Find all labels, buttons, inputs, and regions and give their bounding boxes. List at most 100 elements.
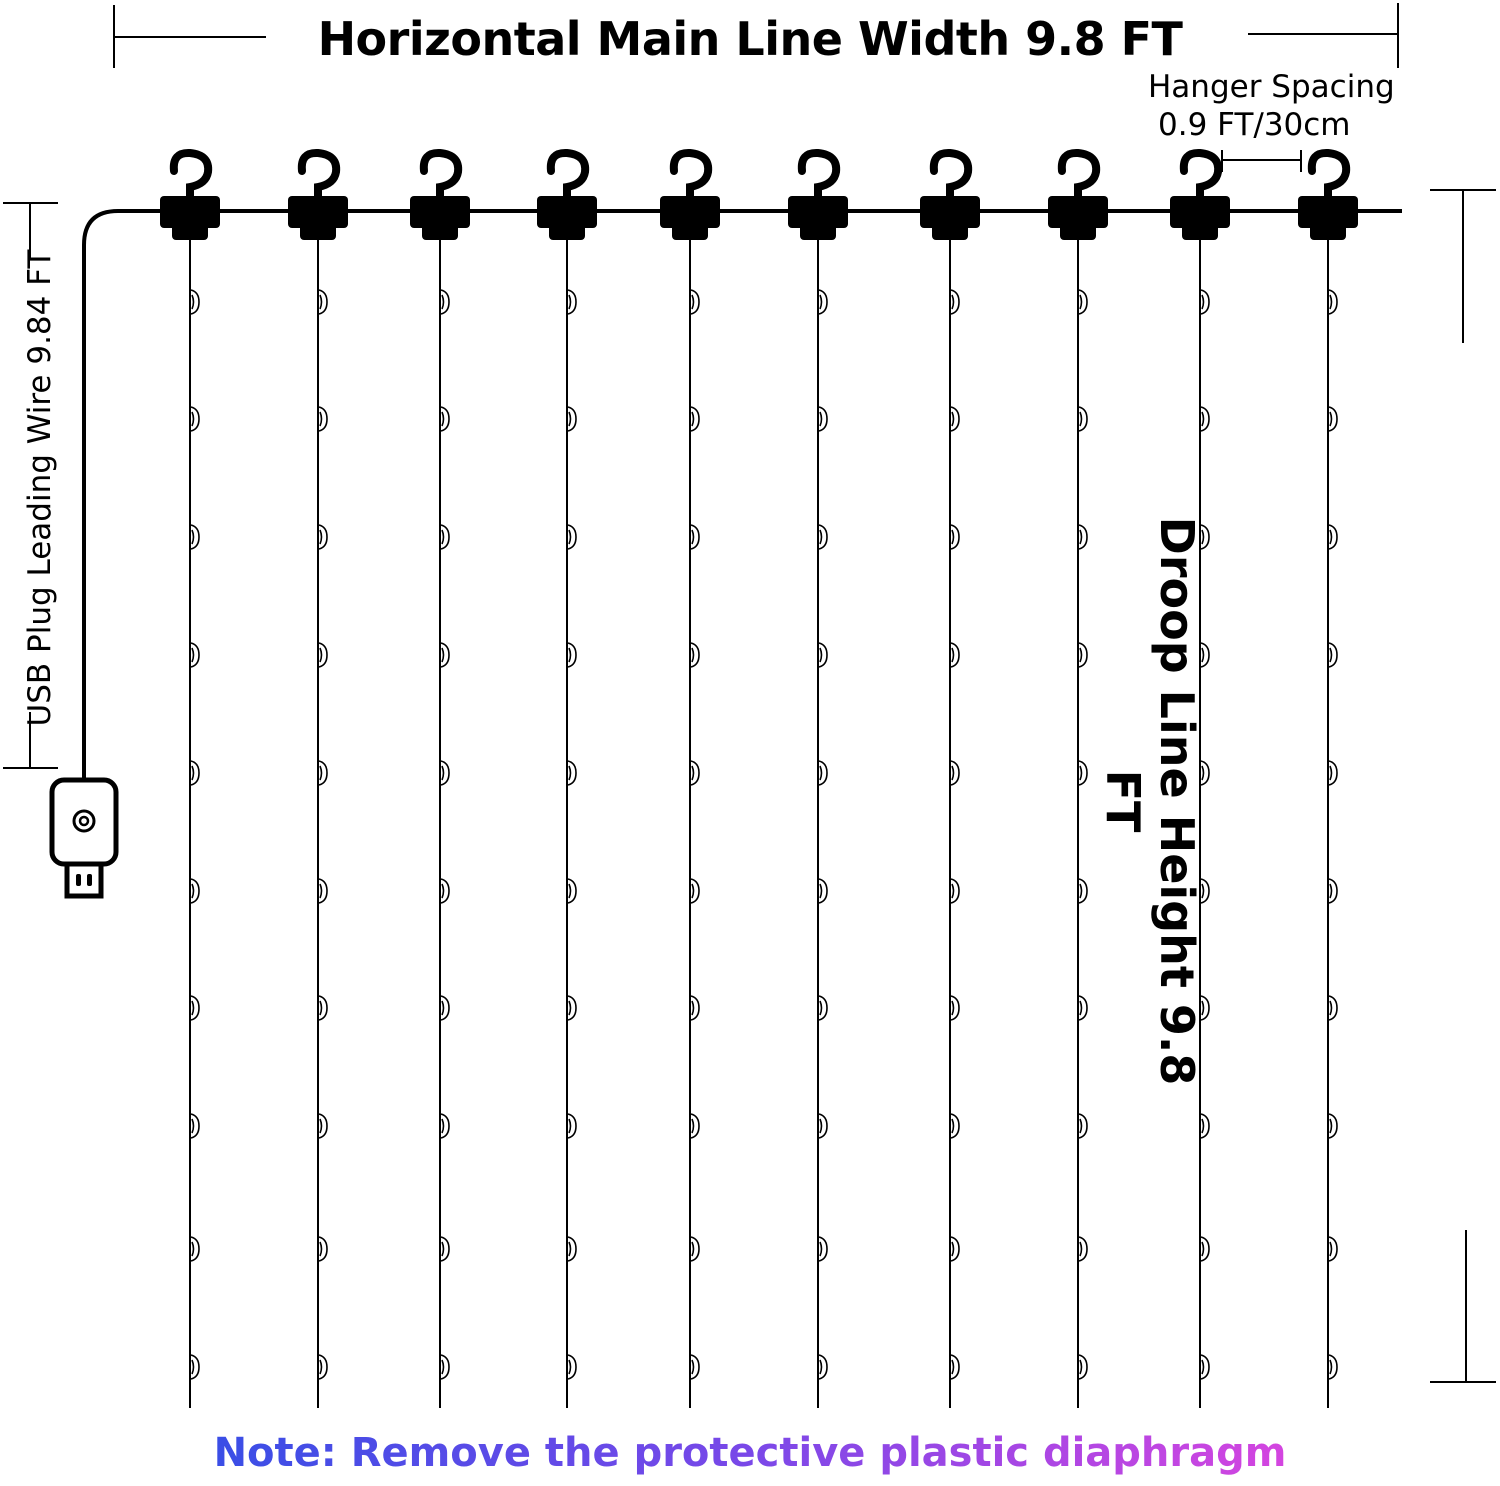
droop-height-label: Droop Line Height 9.8 FT <box>1096 516 1204 1086</box>
hanger-clip-base <box>672 220 708 240</box>
led-bulb-icon <box>440 878 450 904</box>
led-bulb-icon <box>567 1354 577 1380</box>
led-bulb-icon <box>1328 642 1338 668</box>
width-dimension-label: Horizontal Main Line Width 9.8 FT <box>317 12 1183 66</box>
hook <box>1179 148 1223 202</box>
led-bulb-icon <box>950 289 960 315</box>
usb-plug-ring <box>72 809 96 833</box>
hanger-hook-icon <box>1048 148 1108 240</box>
hanger-clip <box>1048 196 1108 228</box>
hanger-clip <box>1298 196 1358 228</box>
led-bulb-icon <box>318 406 328 432</box>
usb-pin <box>87 874 92 886</box>
led-bulb-icon <box>690 524 700 550</box>
led-bulb-icon <box>567 406 577 432</box>
led-bulb-icon <box>567 289 577 315</box>
led-bulb-icon <box>1078 760 1088 786</box>
led-bulb-icon <box>1328 1354 1338 1380</box>
light-strand <box>160 148 220 1408</box>
hanger-hook-icon <box>537 148 597 240</box>
led-bulb-icon <box>1328 1113 1338 1139</box>
led-bulb-icon <box>440 1113 450 1139</box>
led-bulb-icon <box>1078 995 1088 1021</box>
usb-dimension-line <box>3 202 58 769</box>
main-line-wire <box>82 209 1402 782</box>
led-bulb-icon <box>440 1236 450 1262</box>
usb-connector <box>64 861 104 899</box>
led-bulb-icon <box>818 760 828 786</box>
led-bulb-icon <box>190 878 200 904</box>
light-strand <box>788 148 848 1408</box>
hanger-clip-base <box>1310 220 1346 240</box>
led-bulb-icon <box>818 1113 828 1139</box>
usb-wire-length-label: USB Plug Leading Wire 9.84 FT <box>22 249 58 727</box>
hook <box>797 148 841 202</box>
led-bulb-icon <box>190 995 200 1021</box>
led-bulb-icon <box>950 878 960 904</box>
hook <box>929 148 973 202</box>
led-bulb-icon <box>190 760 200 786</box>
hook <box>546 148 590 202</box>
led-bulb-icon <box>1078 289 1088 315</box>
led-bulb-icon <box>318 995 328 1021</box>
led-bulb-icon <box>1200 878 1210 904</box>
led-bulb-icon <box>190 1113 200 1139</box>
light-strand <box>410 148 470 1408</box>
led-bulb-icon <box>318 878 328 904</box>
led-bulb-icon <box>1200 642 1210 668</box>
led-bulb-icon <box>1200 289 1210 315</box>
led-bulb-icon <box>818 642 828 668</box>
led-bulb-icon <box>818 1236 828 1262</box>
led-bulb-icon <box>1328 760 1338 786</box>
led-bulb-icon <box>567 1236 577 1262</box>
hook <box>419 148 463 202</box>
led-bulb-icon <box>690 1236 700 1262</box>
hanger-spacing-title: Hanger Spacing <box>1148 69 1395 105</box>
light-strand <box>1170 148 1230 1408</box>
led-bulb-icon <box>567 1113 577 1139</box>
led-bulb-icon <box>690 642 700 668</box>
led-bulb-icon <box>440 995 450 1021</box>
led-bulb-icon <box>318 1113 328 1139</box>
hanger-spacing-label: Hanger Spacing 0.9 FT/30cm <box>1148 68 1395 144</box>
hanger-spacing-value: 0.9 FT/30cm <box>1158 107 1351 143</box>
led-bulb-icon <box>1078 406 1088 432</box>
led-bulb-icon <box>950 995 960 1021</box>
hanger-hook-icon <box>660 148 720 240</box>
hanger-clip-base <box>300 220 336 240</box>
led-bulb-icon <box>1328 524 1338 550</box>
hanger-clip-base <box>422 220 458 240</box>
hanger-hook-icon <box>920 148 980 240</box>
led-bulb-icon <box>190 642 200 668</box>
led-bulb-icon <box>690 406 700 432</box>
led-bulb-icon <box>690 995 700 1021</box>
hanger-clip <box>660 196 720 228</box>
led-bulb-icon <box>1200 406 1210 432</box>
light-strand <box>537 148 597 1408</box>
led-bulb-icon <box>1078 1236 1088 1262</box>
led-bulb-icon <box>1328 995 1338 1021</box>
led-bulb-icon <box>567 760 577 786</box>
hanger-hook-icon <box>1298 148 1358 240</box>
usb-pin <box>76 874 81 886</box>
led-bulb-icon <box>440 642 450 668</box>
led-bulb-icon <box>950 760 960 786</box>
led-bulb-icon <box>440 406 450 432</box>
hanger-clip <box>1170 196 1230 228</box>
led-bulb-icon <box>950 406 960 432</box>
led-bulb-icon <box>318 1354 328 1380</box>
led-bulb-icon <box>318 289 328 315</box>
led-bulb-icon <box>818 878 828 904</box>
led-bulb-icon <box>440 289 450 315</box>
usb-plug-icon <box>49 777 119 899</box>
hook <box>169 148 213 202</box>
hanger-hook-icon <box>288 148 348 240</box>
hanger-clip-base <box>800 220 836 240</box>
led-bulb-icon <box>1200 1113 1210 1139</box>
hanger-hook-icon <box>410 148 470 240</box>
hanger-hook-icon <box>1170 148 1230 240</box>
hanger-clip-base <box>1182 220 1218 240</box>
hanger-clip-base <box>172 220 208 240</box>
led-bulb-icon <box>690 760 700 786</box>
